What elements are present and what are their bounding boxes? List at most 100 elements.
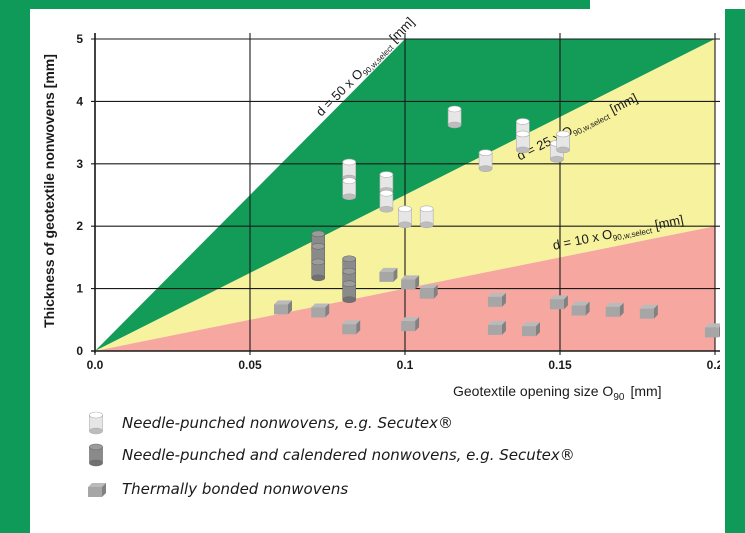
legend-item-calendered: Needle-punched and calendered nonwovens,…: [82, 440, 575, 470]
data-point: [379, 189, 394, 213]
cube-side: [501, 292, 506, 307]
cylinder-top: [342, 158, 357, 166]
cube-top: [379, 267, 398, 272]
cube-side: [325, 303, 330, 318]
cylinder-top: [515, 130, 530, 138]
cylinder-bottom: [515, 146, 530, 154]
data-point: [515, 130, 530, 154]
chart: 0.00.050.10.150.2012345 d = 50 x O90,w,s…: [41, 14, 720, 403]
data-point: [342, 280, 357, 304]
cylinder-top: [379, 189, 394, 197]
legend-label: Needle-punched nonwovens, e.g. Secutex®: [122, 414, 453, 432]
y-tick-label: 3: [76, 157, 83, 171]
data-point: [342, 320, 361, 335]
cube-front: [571, 305, 586, 316]
cube-front: [88, 487, 102, 497]
dark-cylinder-icon: [89, 443, 103, 467]
cylinder-top: [419, 205, 434, 213]
axes: [91, 33, 720, 353]
cube-top: [311, 303, 330, 308]
y-tick-label: 0: [76, 344, 83, 358]
cube-top: [419, 284, 438, 289]
y-axis-label: Thickness of geotextile nonwovens [mm]: [41, 54, 57, 328]
x-tick-label: 0.2: [707, 358, 720, 372]
legend-marker: [88, 483, 106, 497]
x-axis-label-sub: 90: [613, 392, 625, 403]
cube-side: [433, 284, 438, 299]
data-point: [401, 275, 420, 290]
cube-side: [585, 301, 590, 316]
series-2: [311, 230, 357, 304]
cube-top: [487, 292, 506, 297]
data-point: [419, 205, 434, 229]
legend-label: Thermally bonded nonwovens: [122, 480, 349, 498]
cube-side: [356, 320, 361, 335]
cube-side: [288, 300, 292, 315]
x-axis-label-unit: [mm]: [630, 383, 661, 399]
x-tick-label: 0.05: [238, 358, 262, 372]
cube-front: [549, 299, 564, 310]
y-tick-label: 5: [76, 32, 83, 46]
cube-front: [487, 296, 502, 307]
cube-side: [393, 267, 398, 282]
data-point: [549, 295, 568, 310]
cylinder-top: [342, 255, 357, 263]
cube-top: [342, 320, 361, 325]
legend-marker: [89, 411, 103, 435]
data-point: [487, 292, 506, 307]
cube-top: [401, 275, 420, 280]
boundary-label-unit: [mm]: [654, 212, 685, 232]
cylinder-bottom: [342, 193, 357, 201]
data-point: [311, 258, 326, 282]
cube-front: [379, 271, 394, 282]
cube-top: [571, 301, 590, 306]
cylinder-top: [398, 205, 412, 213]
legend-item-needle-punched: Needle-punched nonwovens, e.g. Secutex®: [82, 408, 453, 438]
cube-top: [549, 295, 568, 300]
x-tick-label: 0.0: [87, 358, 104, 372]
cube-front: [342, 324, 357, 335]
cylinder-top: [515, 118, 530, 125]
series-3: [274, 267, 720, 338]
cylinder-top: [556, 130, 570, 138]
cylinder-top: [311, 258, 326, 266]
cube-front: [401, 279, 416, 290]
cube-top: [88, 483, 106, 487]
tick-labels: 0.0 0.05 0.1 0.15 0.2 0 1 2 3 4 5: [76, 32, 720, 372]
cube-top: [274, 300, 292, 305]
data-point: [274, 300, 292, 315]
cube-front: [274, 304, 288, 315]
cube-front: [639, 308, 654, 319]
cylinder-top: [342, 267, 357, 275]
data-point: [342, 177, 357, 201]
data-point: [379, 267, 398, 282]
data-point: [478, 149, 493, 172]
cylinder-top: [342, 177, 357, 185]
data-point: [447, 105, 462, 129]
cube-side: [653, 304, 658, 319]
x-axis-label: Geotextile opening size O90 [mm]: [453, 383, 662, 403]
cylinder-bottom: [89, 459, 103, 467]
cylinder-bottom: [379, 205, 394, 213]
cylinder-bottom: [478, 165, 493, 172]
legend-marker: [89, 443, 103, 467]
cube-top: [704, 323, 720, 328]
green-frame-right: [725, 9, 745, 533]
data-points: [274, 105, 720, 338]
data-point: [419, 284, 438, 299]
cube-side: [536, 322, 540, 337]
cube-side: [501, 320, 506, 335]
data-point: [639, 304, 658, 319]
cylinder-bottom: [311, 274, 326, 282]
cylinder-bottom: [550, 156, 564, 163]
cube-side: [563, 295, 568, 310]
cube-top: [639, 304, 658, 309]
cylinder-top: [447, 105, 462, 113]
cylinder-bottom: [419, 221, 434, 229]
cylinder-bottom: [556, 146, 570, 154]
legend-label: Needle-punched and calendered nonwovens,…: [122, 446, 575, 464]
cube-side: [415, 275, 420, 290]
cube-front: [419, 288, 434, 299]
cylinder-top: [342, 280, 357, 288]
